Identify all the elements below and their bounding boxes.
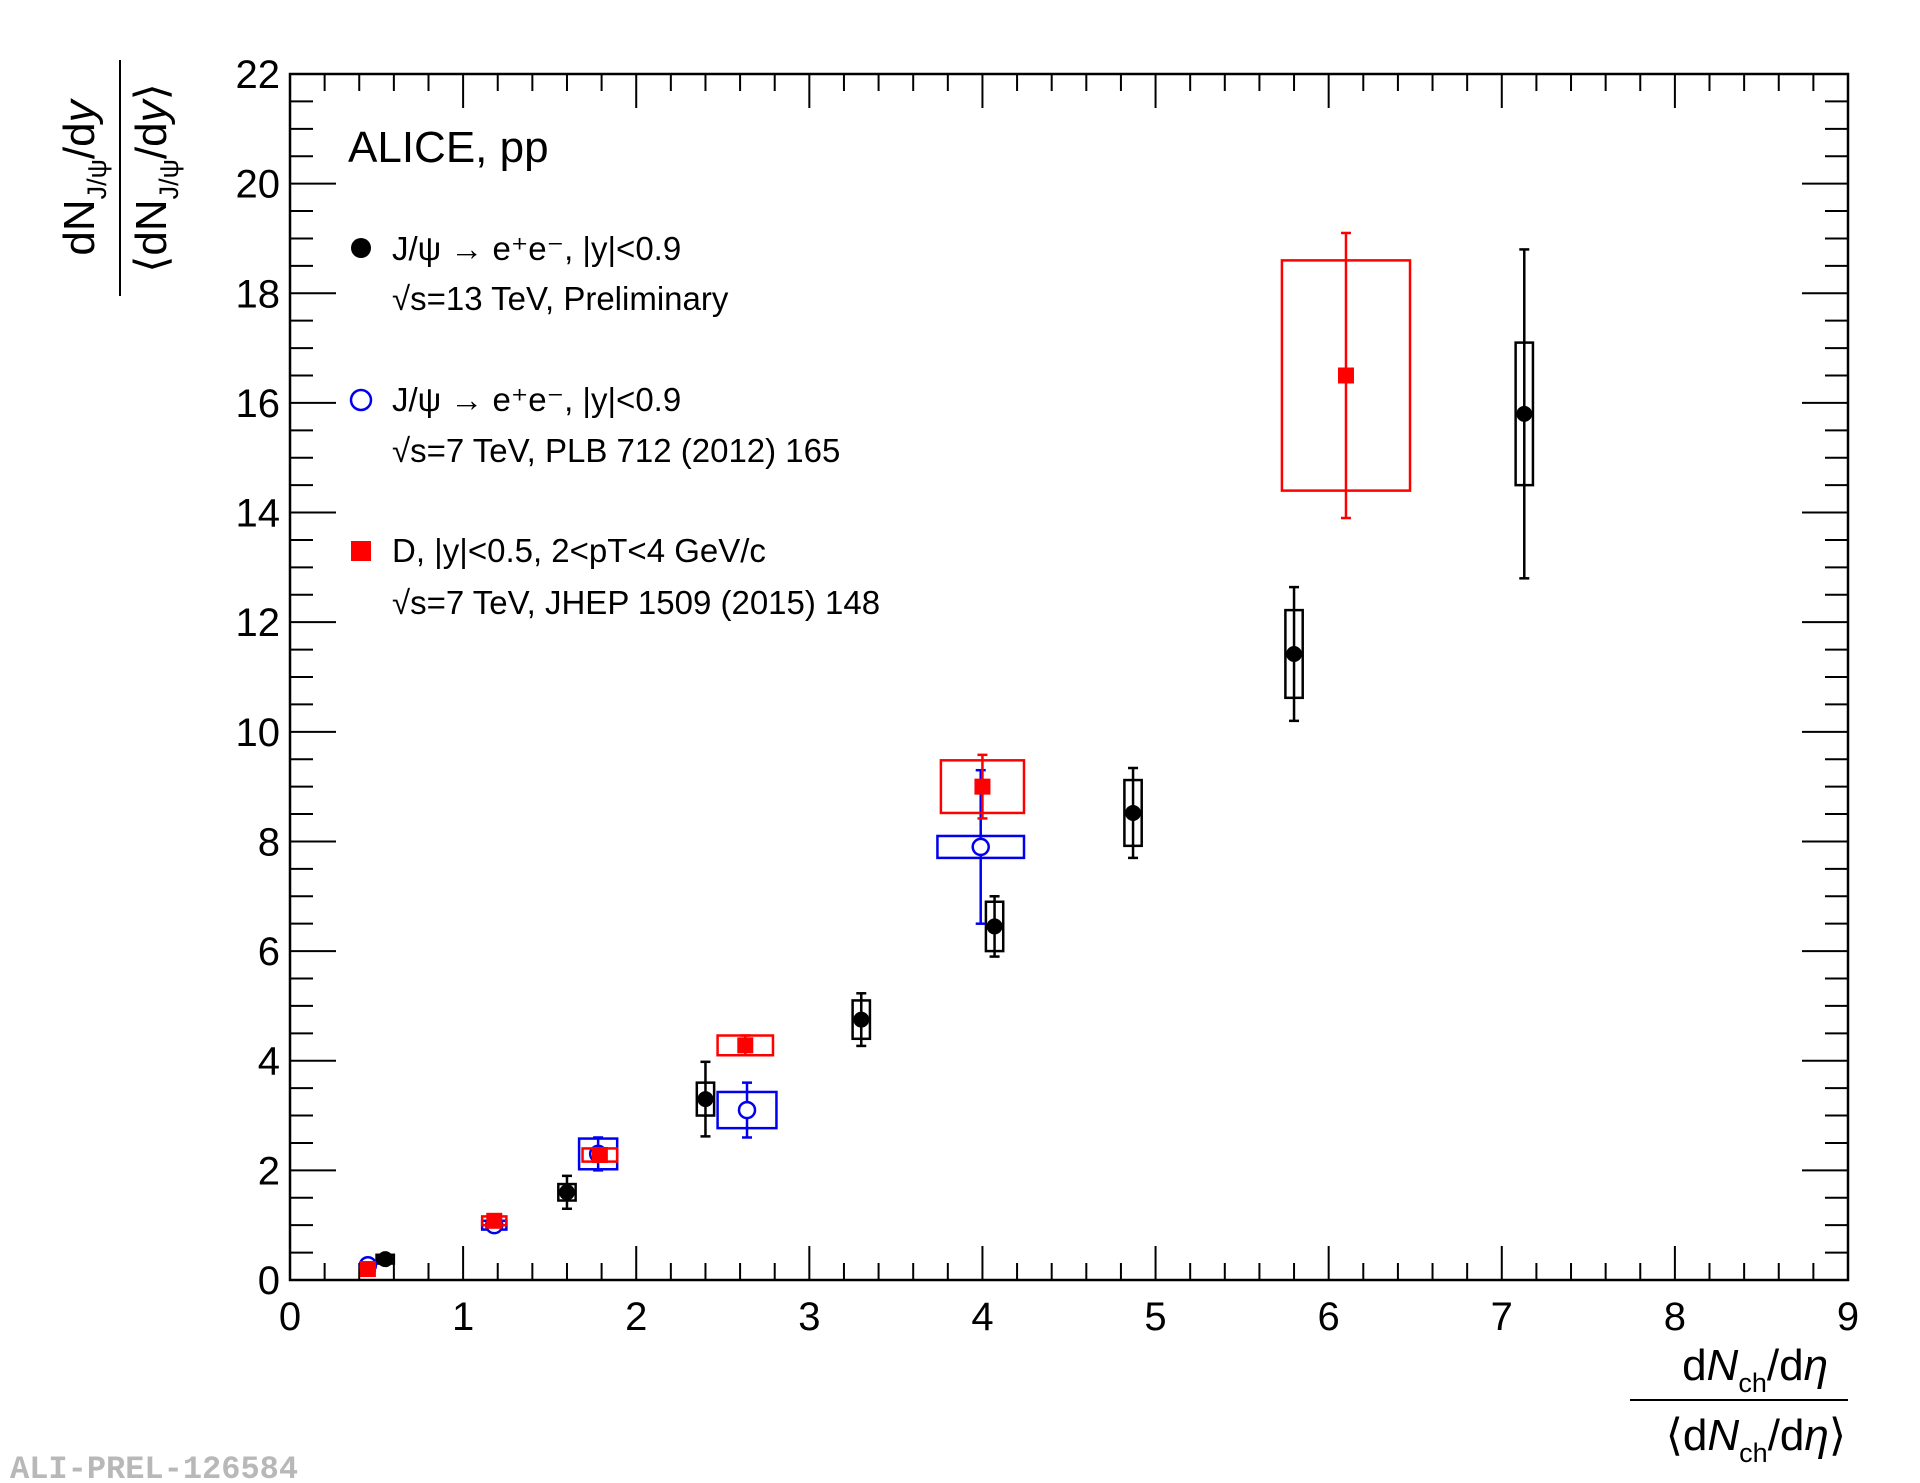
y-tick-label: 12 — [236, 601, 281, 645]
series-2 — [359, 231, 1412, 1278]
y-tick-label: 0 — [258, 1259, 280, 1303]
x-tick-label: 4 — [971, 1295, 993, 1339]
data-point — [591, 1147, 608, 1164]
x-tick-label: 0 — [279, 1295, 301, 1339]
x-axis-title: dNch/dη ⟨dNch/dη⟩ — [1630, 1341, 1848, 1468]
data-point — [1125, 804, 1142, 821]
legend-line1-jpsi-13tev: J/ψ → e⁺e⁻, |y|<0.9 — [392, 230, 681, 267]
legend-line1-jpsi-7tev: J/ψ → e⁺e⁻, |y|<0.9 — [392, 381, 681, 418]
data-point — [1516, 405, 1533, 422]
y-tick-label: 20 — [236, 163, 281, 207]
legend-marker-d-meson — [351, 541, 371, 561]
data-point — [853, 1011, 870, 1028]
y-tick-label: 6 — [258, 930, 280, 974]
legend-line2-d-meson: √s=7 TeV, JHEP 1509 (2015) 148 — [392, 584, 880, 621]
y-tick-label: 16 — [236, 382, 281, 426]
x-axis-title-denominator: ⟨dNch/dη⟩ — [1666, 1411, 1846, 1468]
y-axis-title: dNJ/ψ/dy ⟨dNJ/ψ/dy⟩ — [55, 60, 184, 296]
y-tick-label: 14 — [236, 492, 281, 536]
data-point — [1337, 367, 1354, 384]
y-axis-title-numerator: dNJ/ψ/dy — [55, 97, 112, 255]
y-tick-label: 4 — [258, 1040, 280, 1084]
data-point — [558, 1184, 575, 1201]
legend: J/ψ → e⁺e⁻, |y|<0.9 √s=13 TeV, Prelimina… — [349, 230, 880, 621]
x-tick-label: 8 — [1664, 1295, 1686, 1339]
series-1 — [358, 768, 1026, 1275]
data-point — [737, 1037, 754, 1054]
y-axis-title-denominator: ⟨dNJ/ψ/dy⟩ — [127, 83, 184, 273]
x-tick-label: 1 — [452, 1295, 474, 1339]
data-point — [1286, 645, 1303, 662]
data-point — [974, 778, 991, 795]
chart-annotation: ALICE, pp — [348, 123, 549, 172]
y-tick-label: 22 — [236, 53, 281, 97]
series-0 — [375, 248, 1535, 1268]
y-tick-label: 10 — [236, 711, 281, 755]
x-axis-title-numerator: dNch/dη — [1682, 1341, 1828, 1398]
legend-line2-jpsi-13tev: √s=13 TeV, Preliminary — [392, 280, 729, 317]
legend-marker-jpsi-7tev — [349, 388, 373, 412]
legend-line1-d-meson: D, |y|<0.5, 2<pT<4 GeV/c — [392, 532, 766, 569]
y-tick-label: 2 — [258, 1149, 280, 1193]
y-tick-label: 8 — [258, 820, 280, 864]
y-tick-label: 18 — [236, 272, 281, 316]
x-tick-label: 7 — [1491, 1295, 1513, 1339]
x-tick-label: 9 — [1837, 1295, 1859, 1339]
data-point — [486, 1212, 503, 1229]
data-point — [971, 837, 990, 857]
x-tick-label: 5 — [1144, 1295, 1166, 1339]
x-tick-label: 3 — [798, 1295, 820, 1339]
watermark: ALI-PREL-126584 — [10, 1451, 298, 1483]
data-point — [359, 1261, 376, 1278]
data-points — [358, 231, 1535, 1278]
data-point — [697, 1091, 714, 1108]
data-point — [737, 1100, 757, 1120]
data-point — [377, 1251, 394, 1268]
x-tick-label: 2 — [625, 1295, 647, 1339]
legend-line2-jpsi-7tev: √s=7 TeV, PLB 712 (2012) 165 — [392, 432, 840, 469]
x-tick-label: 6 — [1318, 1295, 1340, 1339]
data-point — [986, 918, 1003, 935]
legend-marker-jpsi-13tev — [351, 238, 371, 258]
